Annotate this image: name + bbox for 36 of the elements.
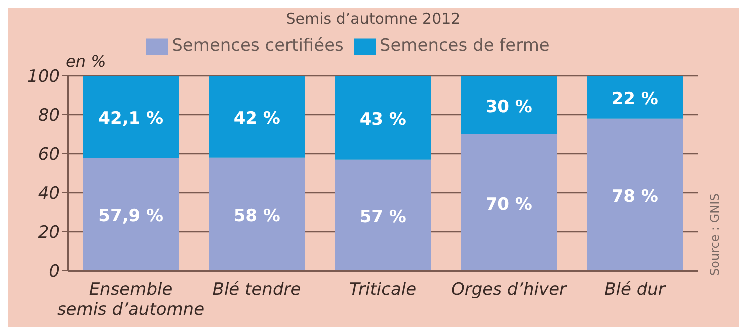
x-tick-label: Orges d’hiver [451,280,568,300]
x-tick-label: Blé dur [604,280,666,300]
bar [83,158,180,271]
bar [335,160,432,271]
bar [209,76,306,158]
bar [209,158,306,271]
bar [461,76,558,134]
legend-label: Semences certifiées [172,36,344,56]
y-tick-label: 0 [49,262,60,282]
data-label: 42 % [234,108,280,129]
bar [461,134,558,271]
y-tick-label: 20 [38,223,60,244]
data-label: 42,1 % [98,109,164,130]
x-tick-label: Triticale [349,280,417,300]
y-tick-label: 80 [38,106,60,126]
source-note: Source : GNIS [708,194,722,276]
bar [587,76,684,119]
y-tick-label: 100 [28,67,60,88]
data-label: 70 % [486,194,532,215]
y-tick-label: 40 [38,184,60,204]
y-axis-title: en % [66,52,106,71]
data-label: 22 % [612,89,658,110]
x-tick-label: Ensemble semis d’automne [57,280,205,320]
legend-label: Semences de ferme [380,36,550,56]
bar [587,118,684,271]
data-label: 57,9 % [98,206,164,227]
data-label: 58 % [234,206,280,226]
bar [335,76,432,160]
data-label: 30 % [486,97,532,118]
y-tick-label: 60 [38,145,60,166]
data-label: 78 % [612,186,658,207]
x-tick-label: Blé tendre [212,280,302,300]
data-label: 43 % [360,110,406,130]
data-label: 57 % [360,207,406,228]
chart-title: Semis d’automne 2012 [285,10,462,28]
bar [83,76,180,158]
